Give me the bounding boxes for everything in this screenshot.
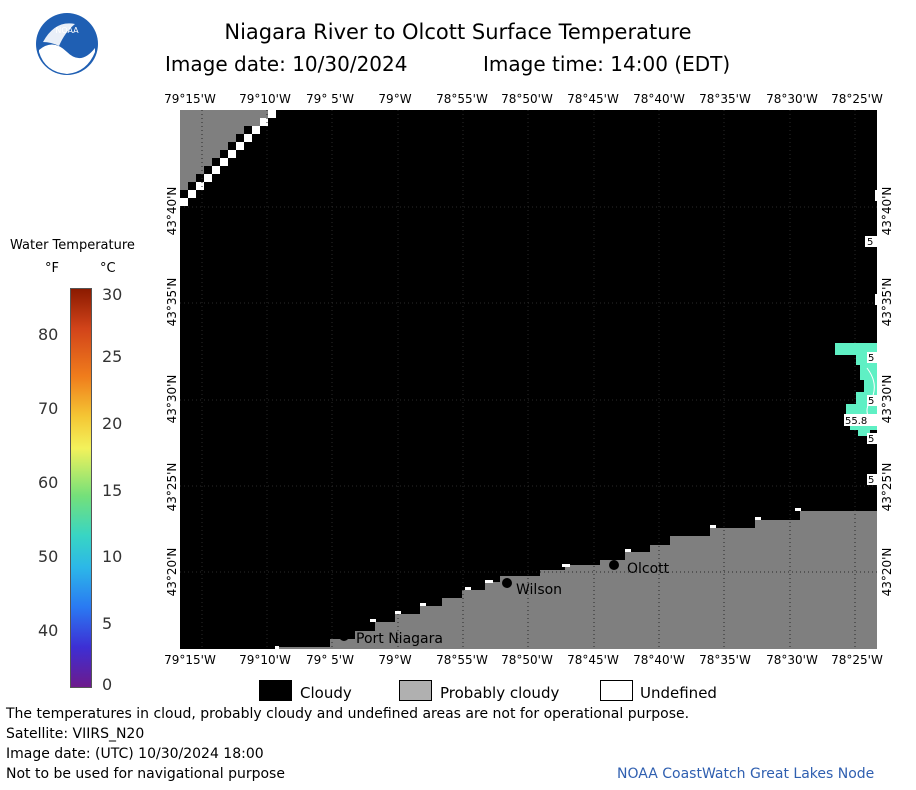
temp-label: 5 bbox=[868, 434, 874, 445]
wilson-marker bbox=[502, 578, 512, 588]
image-date-label: Image date: 10/30/2024 bbox=[165, 52, 408, 76]
lon-label-bottom: 79°15'W bbox=[164, 653, 216, 667]
noaa-logo: NOAA bbox=[36, 13, 98, 75]
water-temp-patch bbox=[835, 343, 877, 436]
lat-label-left: 43°25'N bbox=[165, 462, 179, 512]
image-time-label: Image time: 14:00 (EDT) bbox=[483, 52, 731, 76]
scale-f-tick: 70 bbox=[38, 399, 59, 418]
map-title: Niagara River to Olcott Surface Temperat… bbox=[224, 20, 692, 44]
footer-satellite: Satellite: VIIRS_N20 bbox=[6, 726, 145, 742]
lon-label-bottom: 78°50'W bbox=[501, 653, 553, 667]
color-scale-bar bbox=[70, 288, 92, 688]
lat-label-right: 43°35'N bbox=[880, 277, 894, 327]
lon-label-bottom: 78°45'W bbox=[567, 653, 619, 667]
scale-c-tick: 30 bbox=[102, 285, 123, 304]
lon-label-bottom: 78°40'W bbox=[633, 653, 685, 667]
temp-label: 55.8 bbox=[845, 416, 867, 427]
port-niagara-label: Port Niagara bbox=[356, 631, 443, 647]
scale-unit-f: °F bbox=[45, 261, 59, 276]
scale-c-tick: 0 bbox=[102, 675, 113, 694]
legend-cloudy-swatch bbox=[259, 680, 292, 701]
footer-disclaimer: The temperatures in cloud, probably clou… bbox=[6, 706, 690, 722]
scale-f-tick: 60 bbox=[38, 473, 59, 492]
south-shore-land bbox=[277, 511, 877, 649]
lon-label-top: 78°30'W bbox=[766, 92, 818, 106]
footer-utc-date: Image date: (UTC) 10/30/2024 18:00 bbox=[6, 746, 264, 762]
lon-label-bottom: 78°25'W bbox=[831, 653, 883, 667]
lon-label-bottom: 78°55'W bbox=[436, 653, 488, 667]
lon-label-top: 78°25'W bbox=[831, 92, 883, 106]
footer-navigation-note: Not to be used for navigational purpose bbox=[6, 766, 285, 782]
legend-cloudy-label: Cloudy bbox=[300, 684, 352, 702]
lon-label-bottom: 78°35'W bbox=[699, 653, 751, 667]
shore-undefined bbox=[275, 508, 801, 649]
lon-label-top: 78°50'W bbox=[501, 92, 553, 106]
olcott-label: Olcott bbox=[627, 561, 670, 577]
lat-label-right: 43°25'N bbox=[880, 462, 894, 512]
temp-label: 5 bbox=[868, 396, 874, 407]
lon-label-top: 78°55'W bbox=[436, 92, 488, 106]
lon-label-bottom: 79°W bbox=[378, 653, 412, 667]
scale-c-tick: 15 bbox=[102, 481, 123, 500]
noaa-logo-text: NOAA bbox=[55, 26, 79, 35]
temp-label: 5 bbox=[868, 475, 874, 486]
lon-label-bottom: 79° 5'W bbox=[306, 653, 354, 667]
legend-undefined-swatch bbox=[600, 680, 633, 701]
legend-probably-cloudy-label: Probably cloudy bbox=[440, 684, 560, 702]
temp-label: 5 bbox=[867, 237, 873, 248]
lon-label-top: 78°45'W bbox=[567, 92, 619, 106]
footer-credit: NOAA CoastWatch Great Lakes Node bbox=[617, 766, 875, 782]
lon-label-top: 79°W bbox=[378, 92, 412, 106]
scale-c-tick: 5 bbox=[102, 614, 113, 633]
scale-c-tick: 20 bbox=[102, 414, 123, 433]
scale-f-tick: 80 bbox=[38, 325, 59, 344]
lon-label-top: 79°15'W bbox=[164, 92, 216, 106]
temp-label: 5 bbox=[868, 353, 874, 364]
lon-label-top: 78°40'W bbox=[633, 92, 685, 106]
scale-c-tick: 10 bbox=[102, 547, 123, 566]
scale-c-tick: 25 bbox=[102, 347, 123, 366]
olcott-marker bbox=[609, 560, 619, 570]
legend-probably-cloudy-swatch bbox=[399, 680, 432, 701]
grid-lines bbox=[180, 110, 877, 649]
nw-undefined bbox=[180, 110, 276, 206]
lat-label-right: 43°20'N bbox=[880, 547, 894, 597]
map-canvas: 5 5 5 55.8 5 5 Olcott Wilson Port Niagar… bbox=[180, 110, 877, 649]
lon-label-top: 79°10'W bbox=[239, 92, 291, 106]
lat-label-right: 43°30'N bbox=[880, 374, 894, 424]
scale-title: Water Temperature bbox=[10, 238, 135, 253]
scale-f-tick: 40 bbox=[38, 621, 59, 640]
lat-label-left: 43°40'N bbox=[165, 186, 179, 236]
lat-label-right: 43°40'N bbox=[880, 186, 894, 236]
lon-label-bottom: 79°10'W bbox=[239, 653, 291, 667]
lat-label-left: 43°30'N bbox=[165, 374, 179, 424]
lat-label-left: 43°35'N bbox=[165, 277, 179, 327]
scale-f-tick: 50 bbox=[38, 547, 59, 566]
wilson-label: Wilson bbox=[516, 582, 562, 598]
temp-labels: 5 5 5 55.8 5 5 bbox=[844, 190, 877, 486]
lon-label-top: 78°35'W bbox=[699, 92, 751, 106]
lat-label-left: 43°20'N bbox=[165, 547, 179, 597]
lon-label-bottom: 78°30'W bbox=[766, 653, 818, 667]
legend-undefined-label: Undefined bbox=[640, 684, 717, 702]
scale-unit-c: °C bbox=[100, 261, 116, 276]
lon-label-top: 79° 5'W bbox=[306, 92, 354, 106]
port-niagara-marker bbox=[339, 631, 349, 641]
